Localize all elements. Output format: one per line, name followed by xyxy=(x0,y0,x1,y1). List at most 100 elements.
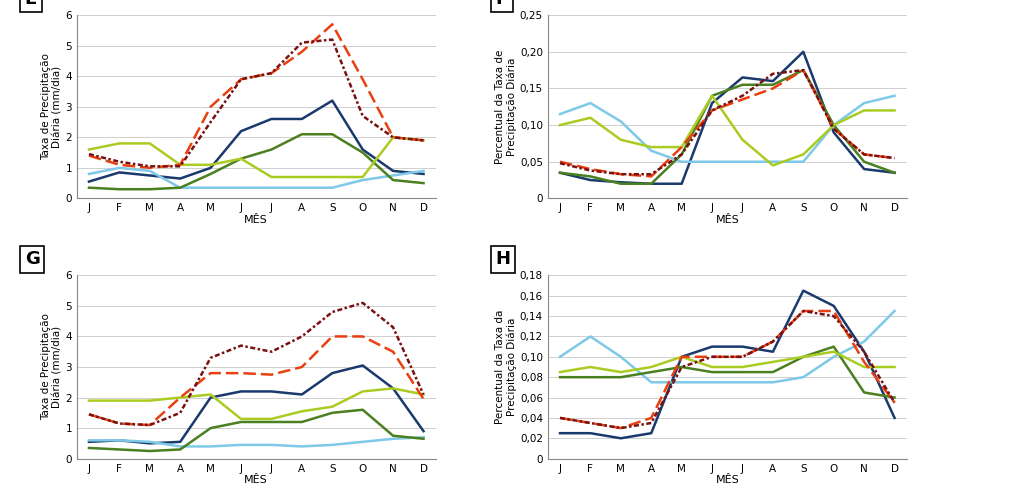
Y-axis label: Percentual da Taxa de
Precipitação Diária: Percentual da Taxa de Precipitação Diári… xyxy=(495,49,517,164)
KFCN xyxy=(83,178,95,184)
GPCP xyxy=(797,308,809,314)
CMAP xyxy=(83,411,95,417)
KFCN xyxy=(326,98,338,104)
KFCN xyxy=(234,128,247,134)
Legend: KFCN, KFSN, KUCN, KUSN, CMAP, GPCP: KFCN, KFSN, KUCN, KUSN, CMAP, GPCP xyxy=(895,65,959,149)
KFSN xyxy=(614,118,627,124)
GPCP xyxy=(387,134,399,140)
GPCP xyxy=(858,349,870,355)
KUCN xyxy=(83,445,95,451)
CMAP xyxy=(614,425,627,431)
GPCP xyxy=(234,343,247,349)
KUSN xyxy=(676,354,688,360)
X-axis label: MÊS: MÊS xyxy=(716,475,739,485)
KUSN xyxy=(736,137,749,143)
Line: CMAP: CMAP xyxy=(560,70,895,176)
GPCP xyxy=(645,420,657,426)
GPCP xyxy=(585,420,597,426)
KUSN xyxy=(296,174,308,180)
KFSN xyxy=(614,354,627,360)
KFCN xyxy=(234,389,247,395)
Y-axis label: Taxa de Precipitação
Diária (mm/dia): Taxa de Precipitação Diária (mm/dia) xyxy=(41,53,62,160)
CMAP xyxy=(736,96,749,102)
KFSN xyxy=(326,184,338,191)
KFCN xyxy=(889,415,901,421)
KFSN xyxy=(418,434,430,440)
KFCN xyxy=(554,430,566,436)
KUCN xyxy=(174,447,186,453)
KUSN xyxy=(889,107,901,113)
KFCN xyxy=(676,181,688,187)
KUCN xyxy=(614,374,627,380)
CMAP xyxy=(797,308,809,314)
KUCN xyxy=(797,67,809,73)
KFSN xyxy=(706,159,718,165)
KUSN xyxy=(797,151,809,157)
CMAP xyxy=(676,144,688,150)
KUCN xyxy=(706,93,718,99)
KUSN xyxy=(676,144,688,150)
Text: E: E xyxy=(25,0,37,8)
KFCN xyxy=(585,177,597,183)
KUCN xyxy=(736,82,749,88)
GPCP xyxy=(296,40,308,46)
KUSN xyxy=(83,147,95,153)
CMAP xyxy=(706,107,718,113)
KUSN xyxy=(296,408,308,414)
KFCN xyxy=(114,437,126,444)
GPCP xyxy=(205,355,217,361)
CMAP xyxy=(387,134,399,140)
KUCN xyxy=(387,433,399,439)
KFSN xyxy=(706,379,718,385)
KUCN xyxy=(205,171,217,177)
Line: KUSN: KUSN xyxy=(89,389,424,419)
GPCP xyxy=(706,107,718,113)
Line: KFCN: KFCN xyxy=(89,365,424,444)
KUCN xyxy=(676,364,688,370)
Line: KFCN: KFCN xyxy=(89,101,424,181)
GPCP xyxy=(554,415,566,421)
Y-axis label: Percentual da Taxa da
Precipitação Diária: Percentual da Taxa da Precipitação Diári… xyxy=(495,310,517,424)
CMAP xyxy=(326,334,338,340)
KUSN xyxy=(114,141,126,147)
GPCP xyxy=(83,151,95,157)
CMAP xyxy=(767,339,779,345)
CMAP xyxy=(585,166,597,172)
GPCP xyxy=(265,70,278,76)
KFSN xyxy=(143,168,156,174)
KUCN xyxy=(554,170,566,176)
Line: CMAP: CMAP xyxy=(560,311,895,428)
KFSN xyxy=(143,439,156,445)
KUSN xyxy=(387,134,399,140)
KUSN xyxy=(356,174,369,180)
KUSN xyxy=(114,398,126,404)
GPCP xyxy=(326,36,338,42)
GPCP xyxy=(827,125,840,132)
KUSN xyxy=(418,392,430,398)
Line: KFSN: KFSN xyxy=(560,311,895,382)
Line: KFSN: KFSN xyxy=(89,168,424,187)
KFSN xyxy=(858,100,870,106)
CMAP xyxy=(143,165,156,171)
KUCN xyxy=(585,173,597,179)
GPCP xyxy=(114,159,126,165)
CMAP xyxy=(296,49,308,55)
KFCN xyxy=(827,130,840,136)
KUCN xyxy=(706,369,718,375)
Line: KUCN: KUCN xyxy=(560,70,895,184)
GPCP xyxy=(889,155,901,161)
KFCN xyxy=(706,100,718,106)
CMAP xyxy=(234,370,247,376)
KUSN xyxy=(265,174,278,180)
Line: CMAP: CMAP xyxy=(89,337,424,425)
KFCN xyxy=(326,370,338,376)
GPCP xyxy=(234,76,247,82)
KUCN xyxy=(827,344,840,350)
GPCP xyxy=(418,392,430,398)
KFCN xyxy=(387,386,399,392)
GPCP xyxy=(296,334,308,340)
CMAP xyxy=(356,334,369,340)
KFSN xyxy=(797,159,809,165)
Line: KUSN: KUSN xyxy=(560,352,895,372)
CMAP xyxy=(645,173,657,179)
